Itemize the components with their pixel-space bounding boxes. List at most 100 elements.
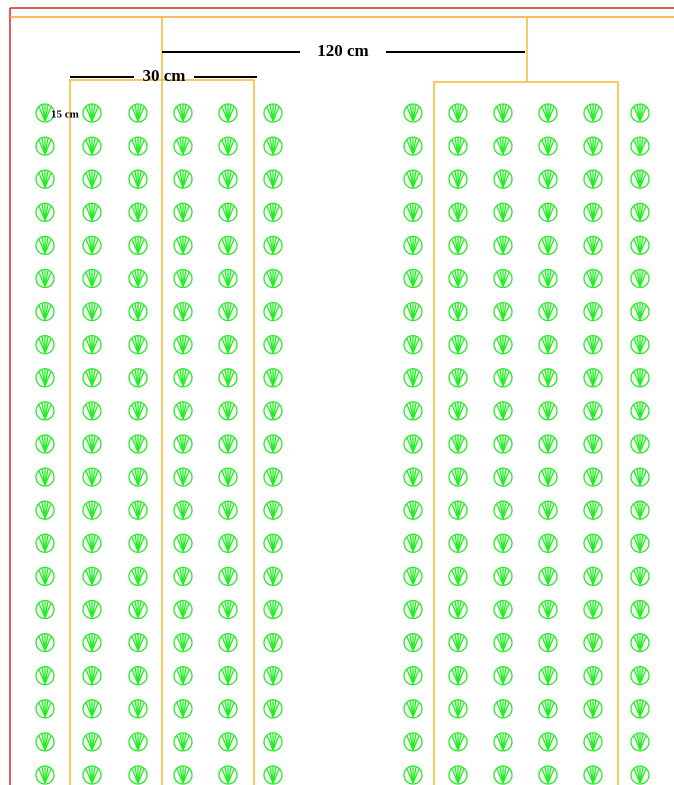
plant-icon bbox=[630, 765, 650, 785]
plant-icon bbox=[448, 666, 468, 686]
plant-stem bbox=[502, 172, 510, 188]
plant-icon bbox=[630, 732, 650, 752]
plant-stem bbox=[592, 404, 600, 420]
plant-icon bbox=[448, 301, 468, 322]
plant-icon bbox=[630, 500, 650, 520]
plant-icon bbox=[82, 765, 102, 785]
plant-stem bbox=[227, 139, 235, 155]
plant-icon bbox=[35, 500, 55, 520]
plant-stem bbox=[457, 305, 465, 320]
plant-icon bbox=[128, 699, 148, 719]
plant-icon bbox=[448, 202, 468, 222]
plant-icon bbox=[263, 335, 283, 355]
plant-icon bbox=[82, 235, 102, 256]
plant-icon bbox=[583, 699, 603, 719]
plant-stem bbox=[182, 470, 190, 486]
plant-icon bbox=[218, 500, 238, 520]
plant-stem bbox=[182, 437, 190, 453]
plant-stem bbox=[182, 305, 190, 320]
plant-icon bbox=[128, 632, 148, 653]
plant-stem bbox=[91, 206, 99, 221]
plant-icon bbox=[630, 467, 650, 487]
plant-icon bbox=[173, 500, 193, 520]
plant-stem bbox=[227, 537, 235, 552]
plant-stem bbox=[272, 470, 280, 486]
plant-stem bbox=[182, 570, 190, 585]
plant-stem bbox=[457, 206, 465, 221]
plant-icon bbox=[35, 169, 55, 189]
plant-stem bbox=[592, 470, 600, 486]
plant-icon bbox=[218, 368, 238, 388]
plant-icon bbox=[128, 235, 148, 256]
plant-icon bbox=[218, 301, 238, 322]
plant-stem bbox=[227, 570, 235, 585]
plant-icon bbox=[493, 202, 513, 222]
plant-icon bbox=[35, 136, 55, 156]
plant-icon bbox=[448, 467, 468, 487]
plant-stem bbox=[227, 603, 235, 618]
plant-stem bbox=[44, 437, 52, 453]
plant-stem bbox=[272, 305, 280, 320]
plant-stem bbox=[44, 570, 52, 585]
plant-icon bbox=[218, 335, 238, 355]
plant-stem bbox=[412, 702, 420, 718]
plant-icon bbox=[630, 169, 650, 189]
plant-stem bbox=[547, 371, 555, 387]
plant-icon bbox=[82, 335, 102, 355]
plant-icon bbox=[583, 136, 603, 156]
plant-icon bbox=[173, 301, 193, 322]
plant-icon bbox=[218, 169, 238, 189]
plant-stem bbox=[457, 702, 465, 718]
plant-stem bbox=[91, 139, 99, 155]
plant-icon bbox=[173, 368, 193, 388]
plant-stem bbox=[227, 636, 235, 651]
plant-stem bbox=[182, 702, 190, 718]
plant-icon bbox=[538, 103, 558, 123]
plant-icon bbox=[82, 566, 102, 587]
plant-stem bbox=[227, 768, 235, 784]
plant-icon bbox=[448, 136, 468, 156]
plant-stem bbox=[457, 404, 465, 420]
plant-stem bbox=[639, 272, 647, 287]
plant-icon bbox=[128, 136, 148, 156]
plant-icon bbox=[263, 268, 283, 289]
plant-icon bbox=[403, 368, 423, 388]
plant-stem bbox=[91, 636, 99, 651]
plant-stem bbox=[592, 338, 600, 353]
plant-icon bbox=[630, 566, 650, 587]
plant-icon bbox=[82, 136, 102, 156]
plant-icon bbox=[493, 699, 513, 719]
plant-icon bbox=[82, 169, 102, 189]
plant-stem bbox=[592, 702, 600, 718]
plant-stem bbox=[91, 272, 99, 287]
plant-stem bbox=[272, 172, 280, 188]
plant-icon bbox=[630, 599, 650, 620]
plant-stem bbox=[592, 305, 600, 320]
plant-stem bbox=[44, 172, 52, 188]
plant-stem bbox=[502, 735, 510, 751]
plant-stem bbox=[91, 338, 99, 353]
plant-stem bbox=[182, 537, 190, 552]
plant-icon bbox=[263, 467, 283, 487]
plant-icon bbox=[82, 666, 102, 686]
plant-icon bbox=[35, 599, 55, 620]
plant-stem bbox=[227, 172, 235, 188]
plant-stem bbox=[182, 768, 190, 784]
plant-stem bbox=[272, 338, 280, 353]
plant-stem bbox=[502, 603, 510, 618]
plant-stem bbox=[272, 735, 280, 751]
plant-stem bbox=[227, 338, 235, 353]
plant-stem bbox=[227, 735, 235, 751]
plant-stem bbox=[137, 503, 145, 519]
plant-icon bbox=[630, 335, 650, 355]
plant-stem bbox=[182, 206, 190, 221]
plant-icon bbox=[630, 268, 650, 289]
plant-stem bbox=[91, 470, 99, 486]
plant-icon bbox=[82, 401, 102, 421]
plant-icon bbox=[263, 566, 283, 587]
plant-stem bbox=[227, 206, 235, 221]
plant-icon bbox=[403, 699, 423, 719]
plant-stem bbox=[639, 470, 647, 486]
plant-icon bbox=[493, 500, 513, 520]
plant-icon bbox=[538, 732, 558, 752]
